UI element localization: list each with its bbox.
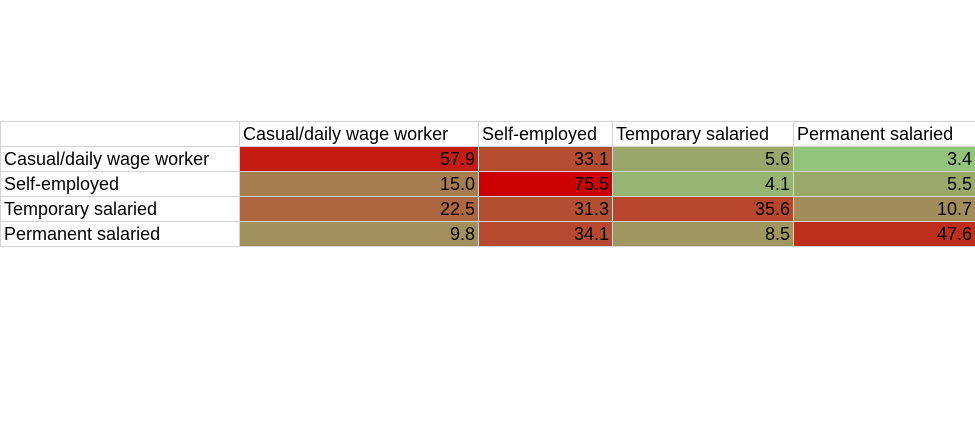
column-header: Self-employed: [478, 121, 613, 147]
heatmap-cell: 33.1: [478, 146, 613, 172]
table-row: Temporary salaried 22.5 31.3 35.6 10.7: [0, 196, 975, 222]
transition-matrix-table: Casual/daily wage worker Self-employed T…: [0, 121, 975, 247]
heatmap-cell: 9.8: [239, 221, 479, 247]
heatmap-cell: 3.4: [793, 146, 975, 172]
heatmap-cell: 34.1: [478, 221, 613, 247]
row-header: Self-employed: [0, 171, 240, 197]
table-row: Permanent salaried 9.8 34.1 8.5 47.6: [0, 221, 975, 247]
heatmap-cell: 35.6: [612, 196, 794, 222]
table-row: Casual/daily wage worker 57.9 33.1 5.6 3…: [0, 146, 975, 172]
heatmap-cell: 75.5: [478, 171, 613, 197]
row-header: Casual/daily wage worker: [0, 146, 240, 172]
table-row: Self-employed 15.0 75.5 4.1 5.5: [0, 171, 975, 197]
corner-cell: [0, 121, 240, 147]
heatmap-cell: 57.9: [239, 146, 479, 172]
heatmap-cell: 4.1: [612, 171, 794, 197]
column-header: Temporary salaried: [612, 121, 794, 147]
heatmap-cell: 15.0: [239, 171, 479, 197]
column-header: Casual/daily wage worker: [239, 121, 479, 147]
column-header: Permanent salaried: [793, 121, 975, 147]
row-header: Temporary salaried: [0, 196, 240, 222]
heatmap-cell: 5.6: [612, 146, 794, 172]
heatmap-cell: 22.5: [239, 196, 479, 222]
heatmap-cell: 31.3: [478, 196, 613, 222]
heatmap-cell: 8.5: [612, 221, 794, 247]
heatmap-cell: 5.5: [793, 171, 975, 197]
heatmap-cell: 47.6: [793, 221, 975, 247]
row-header: Permanent salaried: [0, 221, 240, 247]
heatmap-cell: 10.7: [793, 196, 975, 222]
header-row: Casual/daily wage worker Self-employed T…: [0, 121, 975, 147]
